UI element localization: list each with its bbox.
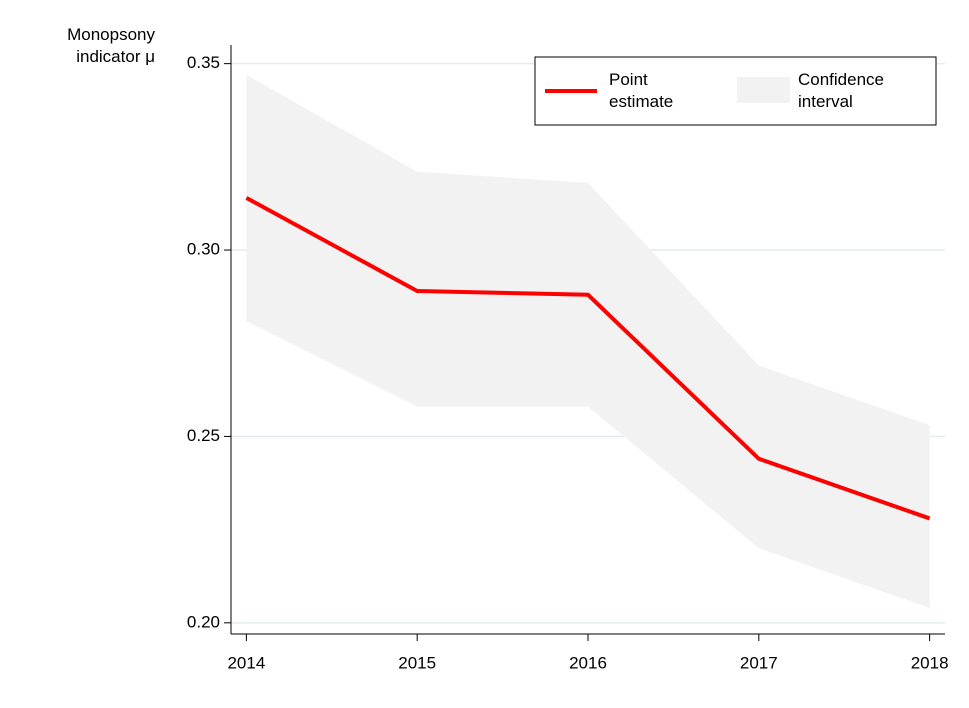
y-tick-label: 0.25 xyxy=(187,426,220,445)
y-tick-label: 0.35 xyxy=(187,53,220,72)
legend-box xyxy=(534,56,937,126)
x-tick-label: 2016 xyxy=(569,653,607,672)
x-tick-label: 2015 xyxy=(398,653,436,672)
y-axis-label: Monopsony indicator μ xyxy=(67,25,155,66)
x-tick-label: 2018 xyxy=(911,653,949,672)
y-tick-label: 0.30 xyxy=(187,240,220,259)
x-tick-label: 2014 xyxy=(227,653,265,672)
y-tick-label: 0.20 xyxy=(187,612,220,631)
legend-label: Point estimate xyxy=(609,70,674,111)
x-tick-label: 2017 xyxy=(740,653,778,672)
point-estimate-line xyxy=(245,196,931,521)
legend-swatch-band xyxy=(737,77,790,103)
legend-label: Confidence interval xyxy=(798,70,885,111)
confidence-band xyxy=(246,74,930,608)
